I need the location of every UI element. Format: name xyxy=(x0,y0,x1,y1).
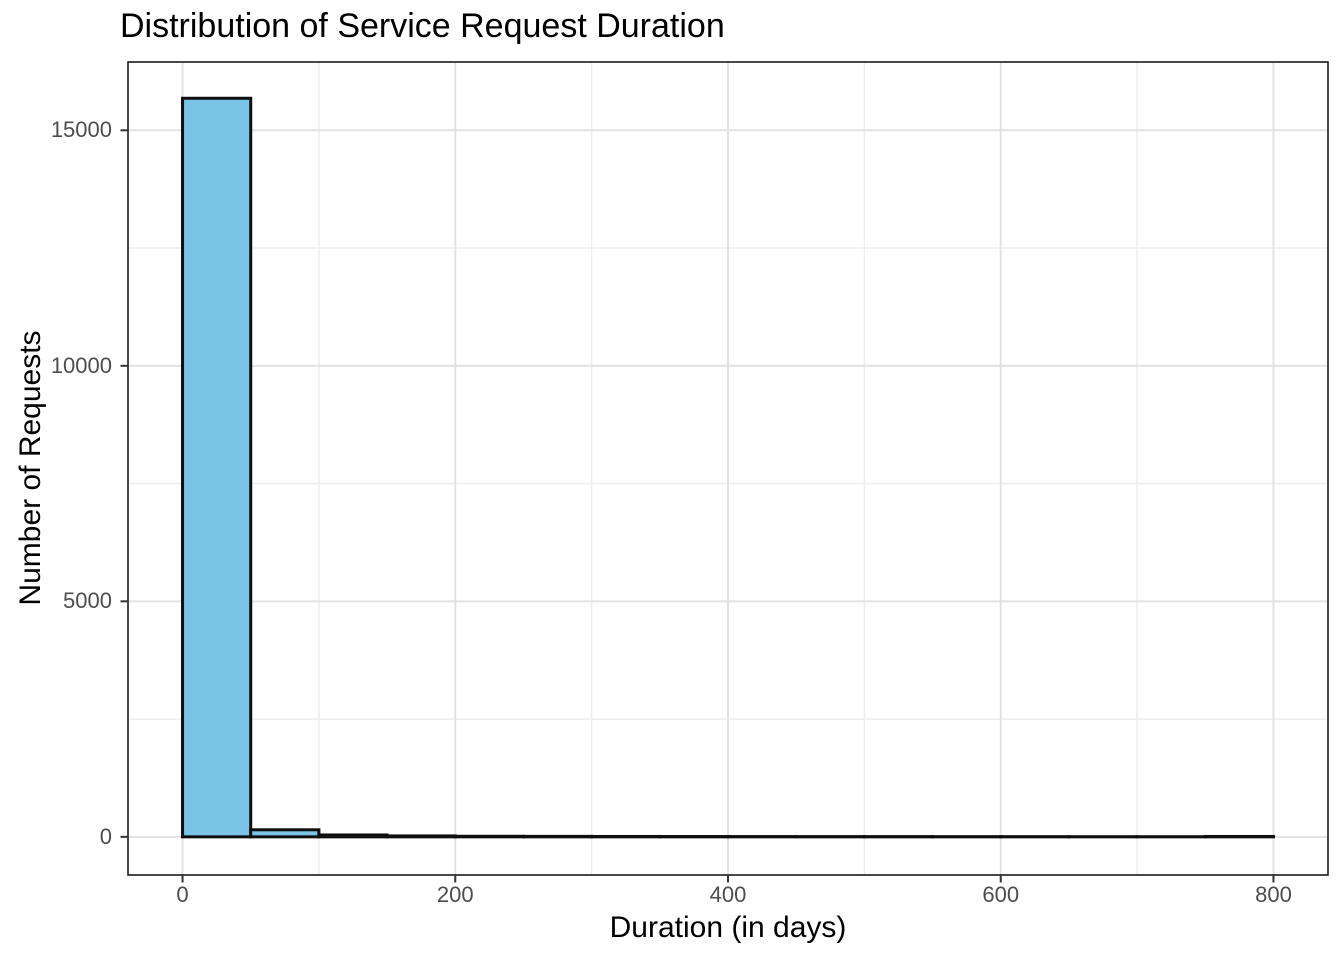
x-tick-label: 600 xyxy=(982,882,1020,907)
x-axis-title: Duration (in days) xyxy=(609,911,847,944)
histogram-bar xyxy=(453,834,525,839)
x-tick-label: 200 xyxy=(436,882,474,907)
y-tick-label: 5000 xyxy=(63,588,112,614)
histogram-bar xyxy=(385,834,457,839)
y-tick-label: 15000 xyxy=(50,117,112,143)
chart-title: Distribution of Service Request Duration xyxy=(120,7,725,45)
y-tick-label: 10000 xyxy=(50,352,112,378)
histogram-bar xyxy=(249,828,321,839)
x-tick-label: 0 xyxy=(176,882,189,907)
histogram-bar xyxy=(317,833,389,839)
y-axis-title: Number of Requests xyxy=(14,330,47,606)
histogram-bar xyxy=(181,96,253,839)
x-tick-label: 400 xyxy=(709,882,747,907)
y-tick-label: 0 xyxy=(99,823,112,849)
x-tick-label: 800 xyxy=(1255,882,1292,907)
